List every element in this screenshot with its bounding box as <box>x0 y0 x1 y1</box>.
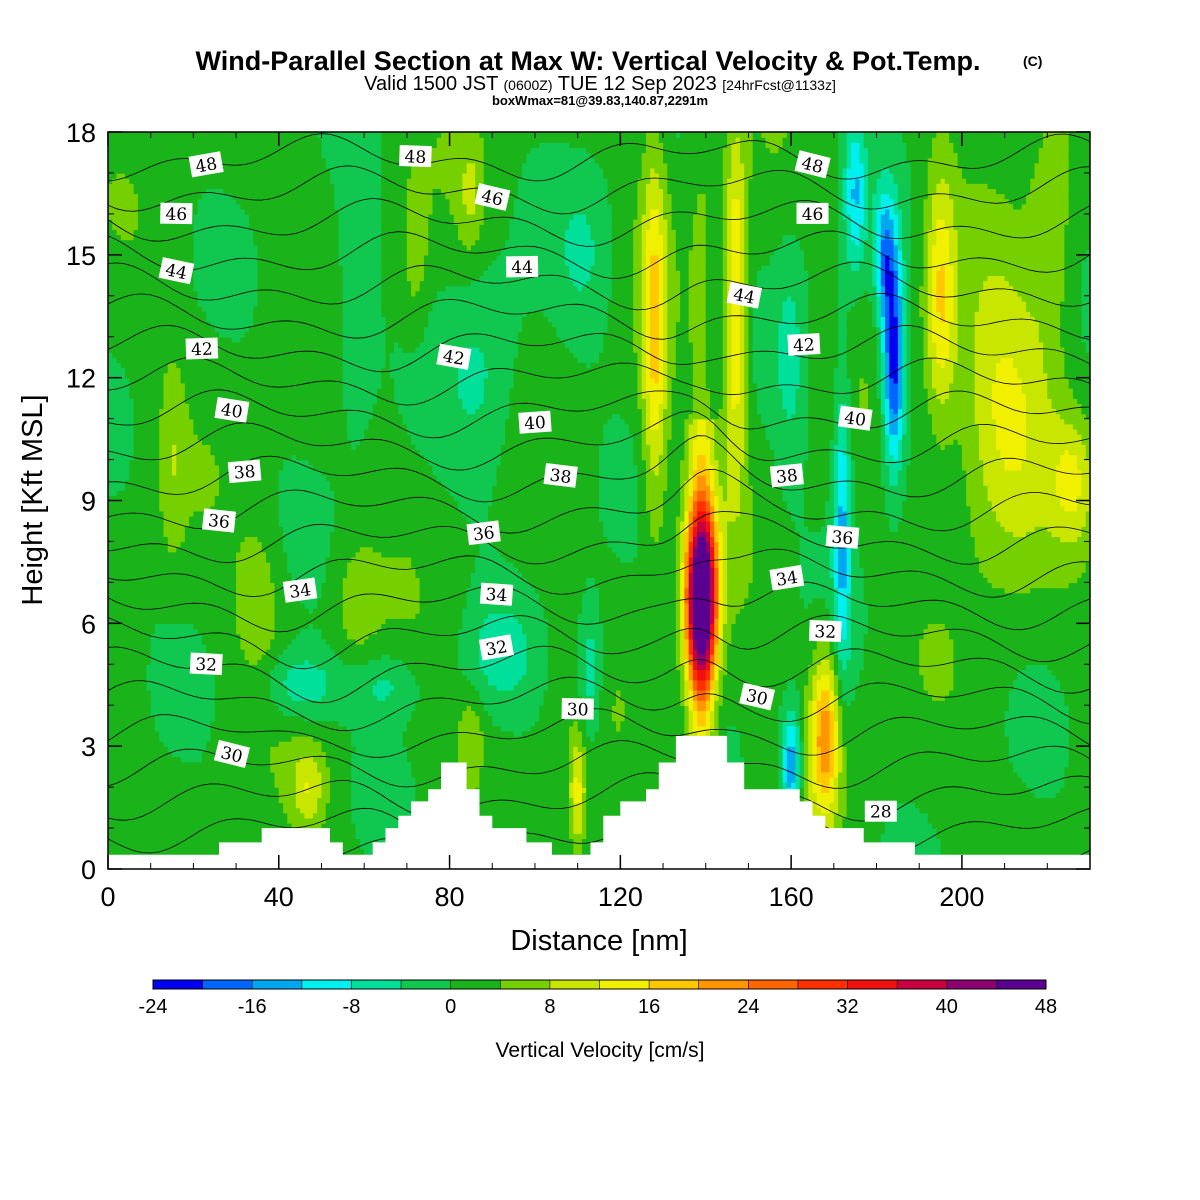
contour-label-text: 38 <box>233 462 256 484</box>
x-tick-label: 120 <box>598 882 643 912</box>
colorbar-label: Vertical Velocity [cm/s] <box>496 1039 705 1062</box>
colorbar-swatch <box>252 980 302 989</box>
contour-label: 30 <box>562 698 594 721</box>
y-tick-label: 12 <box>66 364 96 394</box>
vertical-velocity-field <box>108 132 1091 870</box>
colorbar-swatch <box>947 980 997 989</box>
colorbar-swatch <box>748 980 798 989</box>
contour-label-text: 36 <box>207 511 231 533</box>
subtitle-utc: (0600Z) <box>504 77 553 93</box>
colorbar-swatch <box>550 980 600 989</box>
contour-label: 48 <box>399 145 432 168</box>
contour-label-text: 42 <box>191 340 213 361</box>
contour-label-text: 40 <box>219 400 244 423</box>
y-tick-label: 3 <box>81 732 96 762</box>
contour-label-text: 36 <box>831 527 854 549</box>
contour-label-text: 32 <box>814 622 836 643</box>
x-tick-label: 160 <box>769 882 814 912</box>
contour-label-text: 32 <box>484 637 509 660</box>
colorbar-swatch <box>798 980 848 989</box>
colorbar-swatch <box>600 980 650 989</box>
contour-label: 38 <box>228 459 262 484</box>
y-tick-label: 0 <box>81 855 96 885</box>
contour-label-text: 46 <box>165 205 187 225</box>
contour-label: 32 <box>809 620 842 643</box>
colorbar-tick-label: -24 <box>139 996 168 1018</box>
contour-label: 34 <box>480 583 513 607</box>
title-mark: (C) <box>1023 53 1042 69</box>
contour-label-text: 48 <box>194 154 219 177</box>
contour-label: 32 <box>190 652 223 676</box>
colorbar-swatch <box>699 980 749 989</box>
contour-label: 46 <box>797 203 829 225</box>
colorbar-tick-label: 48 <box>1035 996 1057 1018</box>
contour-label-text: 40 <box>843 408 867 431</box>
contour-label-text: 28 <box>870 803 892 823</box>
colorbar-tick-label: 32 <box>836 996 858 1018</box>
contour-label: 36 <box>202 508 236 533</box>
contour-label-text: 44 <box>511 258 533 278</box>
contour-label: 46 <box>160 203 192 226</box>
x-tick-label: 80 <box>435 882 465 912</box>
contour-label: 40 <box>518 411 551 435</box>
contour-label: 34 <box>283 577 318 603</box>
chart-canvas: Wind-Parallel Section at Max W: Vertical… <box>0 0 1200 1200</box>
subtitle-date: TUE 12 Sep 2023 <box>558 73 717 95</box>
contour-label: 44 <box>506 256 538 279</box>
contour-label-text: 48 <box>404 147 426 168</box>
x-axis-label: Distance [nm] <box>510 925 687 957</box>
colorbar-tick-label: -16 <box>238 996 267 1018</box>
colorbar-swatch <box>897 980 947 989</box>
contour-label-text: 44 <box>731 285 756 309</box>
contour-label: 42 <box>787 333 820 357</box>
contour-label-text: 32 <box>195 655 218 676</box>
contour-label-text: 34 <box>775 568 800 591</box>
colorbar-tick-label: 24 <box>737 996 759 1018</box>
x-tick-label: 40 <box>264 882 294 912</box>
contour-label-text: 30 <box>567 700 589 720</box>
colorbar-swatch <box>996 980 1046 989</box>
colorbar-swatch <box>649 980 699 989</box>
colorbar-swatch <box>401 980 451 989</box>
contour-label-text: 40 <box>524 413 547 434</box>
colorbar-swatch <box>203 980 253 989</box>
contour-label-text: 38 <box>549 466 573 488</box>
y-axis-label: Height [Kft MSL] <box>17 394 49 605</box>
y-tick-label: 18 <box>66 118 96 148</box>
y-tick-label: 15 <box>66 241 96 271</box>
colorbar-tick-label: 8 <box>544 996 555 1018</box>
y-tick-label: 6 <box>81 609 96 639</box>
contour-label-text: 34 <box>485 585 508 606</box>
chart-title: Wind-Parallel Section at Max W: Vertical… <box>196 46 981 76</box>
contour-label-text: 34 <box>288 580 312 603</box>
contour-label-text: 46 <box>802 205 824 225</box>
subtitle-forecast: [24hrFcst@1133z] <box>722 77 836 93</box>
colorbar-tick-label: 16 <box>638 996 660 1018</box>
box-info: boxWmax=81@39.83,140.87,2291m <box>492 93 708 108</box>
colorbar-swatch <box>351 980 401 989</box>
colorbar-tick-label: -8 <box>343 996 361 1018</box>
colorbar-swatch <box>848 980 898 989</box>
chart-subtitle: Valid 1500 JST (0600Z) TUE 12 Sep 2023 [… <box>364 73 836 95</box>
colorbar-swatch <box>500 980 550 989</box>
contour-label-text: 36 <box>472 523 496 545</box>
colorbar: -24 -16 -8 0 8 16 24 32 40 48 <box>139 980 1058 1018</box>
colorbar-swatch <box>451 980 501 989</box>
contour-label: 38 <box>543 463 577 489</box>
x-tick-label: 200 <box>939 882 984 912</box>
colorbar-tick-label: 0 <box>445 996 456 1018</box>
colorbar-swatch <box>302 980 352 989</box>
contour-label: 40 <box>838 405 873 431</box>
colorbar-tick-label: 40 <box>936 996 958 1018</box>
colorbar-swatch <box>153 980 203 989</box>
x-tick-label: 0 <box>100 882 115 912</box>
contour-label-text: 38 <box>775 466 799 488</box>
contour-label-text: 42 <box>441 346 466 369</box>
y-tick-label: 9 <box>81 487 96 517</box>
contour-label-text: 42 <box>793 335 816 356</box>
subtitle-valid: Valid 1500 JST <box>364 73 498 95</box>
contour-label: 36 <box>826 525 860 550</box>
contour-label: 28 <box>865 801 897 823</box>
contour-label: 42 <box>186 337 219 360</box>
